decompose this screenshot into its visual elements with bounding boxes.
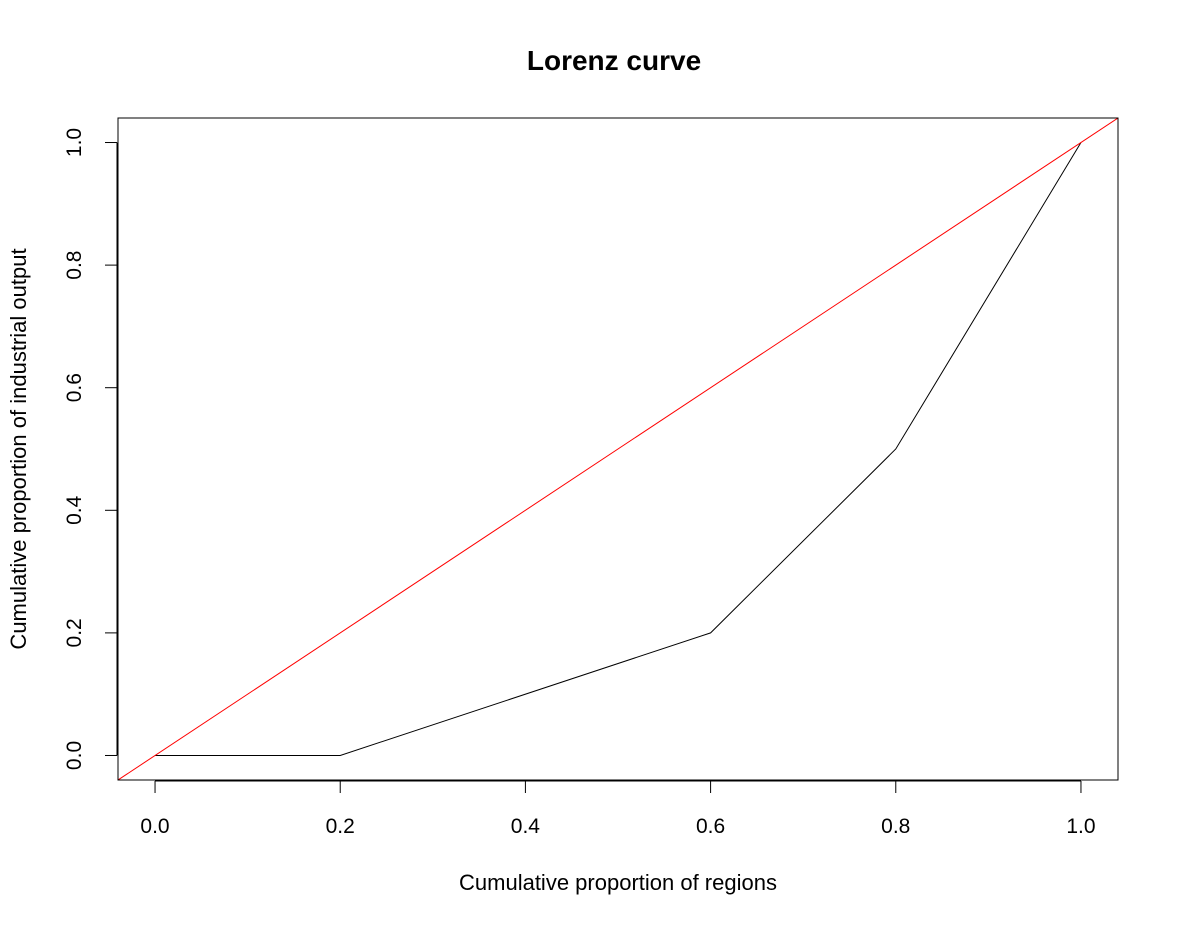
x-axis-label: Cumulative proportion of regions (459, 870, 777, 895)
y-tick-label: 0.6 (63, 373, 86, 402)
x-tick-label: 1.0 (1066, 815, 1095, 838)
y-axis: 0.0 0.2 0.4 0.6 0.8 1.0 (63, 128, 118, 770)
series-line-1 (155, 142, 1082, 756)
y-tick-label: 0.4 (63, 495, 86, 525)
y-tick-label: 0.2 (63, 618, 86, 647)
plot-area (117, 117, 1119, 781)
x-tick-label: 0.6 (696, 815, 725, 838)
chart-title: Lorenz curve (527, 45, 701, 76)
series-line-2 (118, 118, 1118, 780)
y-tick-label: 1.0 (63, 128, 86, 157)
x-tick-label: 0.2 (326, 815, 355, 838)
x-tick-label: 0.8 (881, 815, 910, 838)
y-tick-label: 0.0 (63, 741, 86, 770)
x-tick-label: 0.0 (140, 815, 169, 838)
x-axis: 0.0 0.2 0.4 0.6 0.8 1.0 (140, 780, 1096, 838)
y-tick-label: 0.8 (63, 251, 86, 280)
y-axis-label: Cumulative proportion of industrial outp… (6, 248, 31, 649)
plot-frame (117, 117, 1119, 781)
x-tick-label: 0.4 (511, 815, 541, 838)
